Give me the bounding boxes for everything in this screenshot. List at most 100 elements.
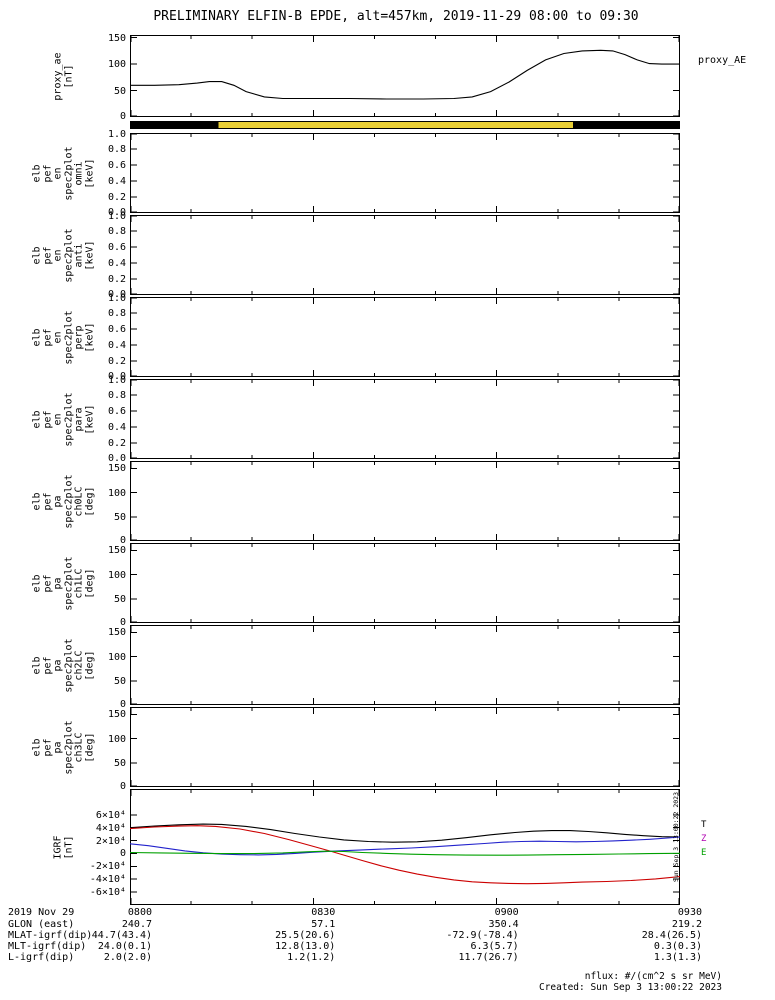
y-tick-label-para: 0.6	[107, 406, 126, 417]
y-tick-label-proxy_ae: 50	[113, 85, 126, 97]
panel-proxy_ae	[130, 35, 680, 117]
panel-perp	[130, 297, 680, 377]
panel-border	[130, 461, 680, 541]
y-tick-label-ch2LC: 0	[119, 699, 126, 710]
panel-border	[130, 543, 680, 623]
y-tick-label-anti: 0.6	[107, 242, 126, 253]
y-tick-label-omni: 1.0	[107, 129, 126, 140]
y-tick-label-omni: 0.4	[107, 176, 126, 187]
panel-ch2LC	[130, 625, 680, 705]
panel-ch0LC	[130, 461, 680, 541]
series-igrf-black	[130, 823, 680, 843]
y-tick-label-ch1LC: 50	[113, 593, 126, 605]
y-tick-label-ch1LC: 100	[107, 569, 126, 581]
bottom-row-value: 350.4	[488, 919, 519, 930]
y-tick-label-ch2LC: 50	[113, 675, 126, 687]
bottom-row-value: 57.1	[311, 919, 336, 930]
y-tick-label-igrf: 2×10⁴	[95, 835, 126, 847]
panel-border	[130, 379, 680, 459]
proxy-ae-right-label: proxy_AE	[698, 55, 747, 66]
y-tick-label-omni: 0.6	[107, 160, 126, 171]
status-bar-segment	[130, 121, 219, 129]
bottom-row-value: 24.0(0.1)	[97, 941, 152, 952]
y-tick-label-perp: 1.0	[107, 293, 126, 304]
panel-border	[130, 133, 680, 213]
y-tick-label-igrf: 4×10⁴	[95, 822, 126, 834]
panel-border	[130, 35, 680, 117]
footer-nflux-note: nflux: #/(cm^2 s sr MeV)	[584, 971, 722, 982]
y-axis-label-text: proxy_ae [nT]	[52, 51, 74, 101]
series-proxy_ae-proxy_AE	[130, 49, 680, 100]
bottom-row-value: 2.0(2.0)	[103, 952, 152, 963]
bottom-row-value: 0900	[494, 907, 519, 918]
panel-border	[130, 789, 680, 905]
y-tick-label-ch2LC: 100	[107, 651, 126, 663]
bottom-row-value: 240.7	[121, 919, 152, 930]
legend-label-T: T	[701, 820, 707, 830]
bottom-row-value: 1.3(1.3)	[653, 952, 702, 963]
created-timestamp-vertical: Sun Sep 3 13:00:22 2023	[672, 792, 684, 902]
y-tick-label-omni: 0.0	[107, 207, 126, 218]
status-bar-segment	[573, 121, 680, 129]
bottom-row-value: 11.7(26.7)	[458, 952, 519, 963]
y-tick-label-omni: 0.8	[107, 144, 126, 155]
panel-status_bar	[130, 121, 680, 129]
panel-para	[130, 379, 680, 459]
panel-border	[130, 625, 680, 705]
y-tick-label-omni: 0.2	[107, 192, 126, 203]
y-tick-label-para: 1.0	[107, 375, 126, 386]
y-tick-label-proxy_ae: 150	[107, 32, 126, 44]
y-axis-label-proxy_ae: proxy_ae [nT]	[22, 35, 106, 117]
y-tick-label-anti: 1.0	[107, 211, 126, 222]
bottom-row-value: 1.2(1.2)	[287, 952, 336, 963]
legend-label-Z: Z	[701, 834, 707, 844]
y-tick-label-ch3LC: 100	[107, 733, 126, 745]
panel-border	[130, 297, 680, 377]
bottom-row-label-4: L-igrf(dip)	[8, 952, 75, 963]
y-tick-label-anti: 0.2	[107, 274, 126, 285]
y-tick-label-perp: 0.6	[107, 324, 126, 335]
bottom-row-value: 6.3(5.7)	[470, 941, 519, 952]
bottom-row-value: -72.9(-78.4)	[446, 930, 519, 941]
bottom-row-value: 44.7(43.4)	[91, 930, 152, 941]
y-tick-label-ch3LC: 0	[119, 781, 126, 792]
panel-ch3LC	[130, 707, 680, 787]
plot-title: PRELIMINARY ELFIN-B EPDE, alt=457km, 201…	[153, 9, 639, 24]
series-igrf-green	[130, 850, 680, 856]
y-tick-label-igrf: 0	[119, 848, 126, 860]
y-tick-label-proxy_ae: 100	[107, 59, 126, 71]
y-tick-label-igrf: -6×10⁴	[89, 887, 126, 899]
y-tick-label-ch1LC: 0	[119, 617, 126, 628]
panel-border	[130, 707, 680, 787]
panel-igrf	[130, 789, 680, 905]
bottom-row-value: 0830	[311, 907, 336, 918]
y-tick-label-ch1LC: 150	[107, 545, 126, 557]
y-tick-label-ch0LC: 0	[119, 535, 126, 546]
panel-omni	[130, 133, 680, 213]
bottom-row-label-2: MLAT-igrf(dip)	[8, 930, 93, 941]
panel-border	[130, 215, 680, 295]
y-tick-label-proxy_ae: 0	[119, 111, 126, 122]
y-tick-label-igrf: 6×10⁴	[95, 809, 126, 821]
bottom-row-label-1: GLON (east)	[8, 919, 75, 930]
legend-label-E: E	[701, 848, 707, 858]
bottom-row-value: 0930	[677, 907, 702, 918]
bottom-row-label-0: 2019 Nov 29	[8, 907, 75, 918]
status-bar-border	[130, 121, 680, 129]
series-igrf-red	[130, 825, 680, 885]
y-tick-label-perp: 0.4	[107, 340, 126, 351]
bottom-row-value: 25.5(20.6)	[275, 930, 336, 941]
y-tick-label-anti: 0.8	[107, 226, 126, 237]
y-tick-label-para: 0.4	[107, 422, 126, 433]
bottom-row-value: 12.8(13.0)	[275, 941, 336, 952]
bottom-row-label-3: MLT-igrf(dip)	[8, 941, 87, 952]
status-bar-segment	[218, 121, 574, 129]
y-tick-label-para: 0.8	[107, 390, 126, 401]
bottom-row-value: 0.3(0.3)	[653, 941, 702, 952]
y-tick-label-igrf: -4×10⁴	[89, 874, 126, 886]
created-timestamp-vertical-text: Sun Sep 3 13:00:22 2023	[672, 792, 680, 883]
bottom-row-value: 28.4(26.5)	[641, 930, 702, 941]
y-tick-label-ch0LC: 50	[113, 511, 126, 523]
footer-created-note: Created: Sun Sep 3 13:00:22 2023	[538, 982, 722, 993]
